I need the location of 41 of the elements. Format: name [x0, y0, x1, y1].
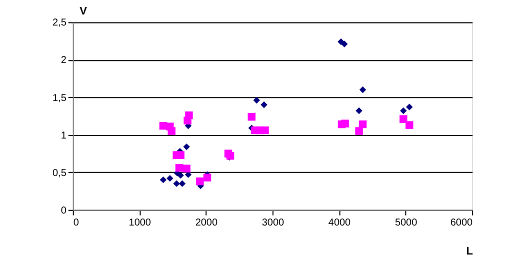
x-tick-label: 1000	[128, 217, 152, 228]
point	[400, 115, 408, 123]
y-tick-label: 2,5	[52, 18, 67, 29]
point	[406, 104, 413, 110]
x-tick-label: 0	[73, 217, 80, 228]
point	[406, 121, 414, 129]
point	[166, 174, 174, 182]
x-tick-label: 3000	[262, 217, 284, 228]
y-tick-label: 1	[60, 130, 67, 142]
y-tick-label: 2	[60, 55, 67, 66]
x-tick-label: 2000	[195, 217, 218, 228]
point	[168, 127, 176, 135]
point	[178, 180, 186, 187]
point	[248, 112, 256, 121]
point	[341, 40, 348, 48]
point	[173, 180, 180, 187]
y-tick-label: 1,5	[52, 92, 67, 104]
x-axis-title: L	[466, 245, 474, 258]
point	[355, 127, 363, 135]
point	[182, 164, 190, 172]
point	[183, 143, 190, 150]
point	[184, 171, 192, 178]
x-tick-label: 4000	[328, 217, 352, 228]
point	[176, 151, 184, 159]
point	[196, 177, 204, 186]
y-axis-title: V	[80, 6, 88, 18]
point	[359, 86, 366, 94]
point	[253, 96, 260, 104]
x-tick-label: 6000	[450, 217, 474, 228]
point	[400, 107, 407, 114]
point	[341, 120, 349, 128]
y-tick-label: 0	[60, 205, 67, 216]
point	[177, 172, 184, 179]
point	[356, 107, 362, 114]
point	[260, 101, 268, 108]
point	[184, 116, 192, 124]
x-tick-label: 5000	[394, 217, 418, 228]
y-tick-label: 0,5	[52, 168, 67, 179]
point	[261, 126, 269, 134]
point	[203, 174, 212, 182]
point	[160, 176, 167, 184]
